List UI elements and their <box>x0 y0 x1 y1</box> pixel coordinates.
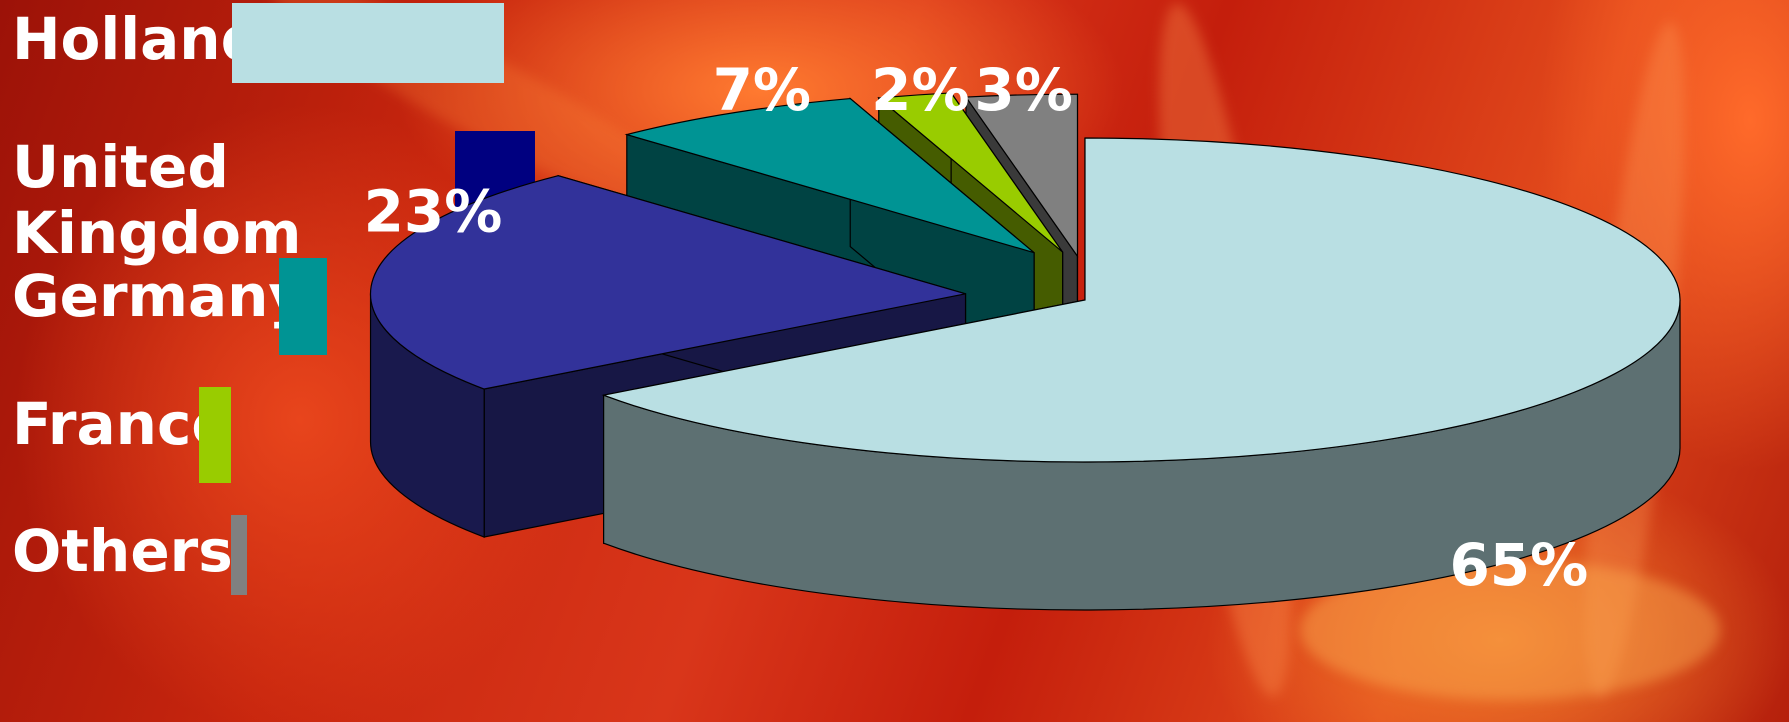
pie-slice-top-germany <box>624 97 1035 254</box>
data-label-holland: 65% <box>1449 531 1588 599</box>
legend-swatch-germany <box>279 258 327 355</box>
data-label-others: 3% <box>974 56 1072 124</box>
legend-label-united-kingdom: United Kingdom <box>12 133 302 267</box>
pie-slice-holland <box>601 137 1681 611</box>
legend-swatch-france <box>199 387 231 483</box>
legend-label-germany: Germany <box>12 262 307 330</box>
data-label-united-kingdom: 23% <box>364 178 503 246</box>
legend-label-holland: Holland <box>12 5 263 73</box>
legend-swatch-others <box>231 515 247 595</box>
pie-slice-top-united-kingdom <box>369 175 966 390</box>
pie-slice-top-holland <box>601 137 1681 463</box>
pie-slice-top-france <box>877 92 1064 253</box>
pie-slice-top-others <box>964 93 1079 259</box>
data-label-france: 2% <box>871 56 969 124</box>
legend-swatch-holland <box>232 3 504 83</box>
legend-label-others: Others <box>12 517 233 585</box>
data-label-germany: 7% <box>713 56 811 124</box>
legend-label-france: France <box>12 390 231 458</box>
